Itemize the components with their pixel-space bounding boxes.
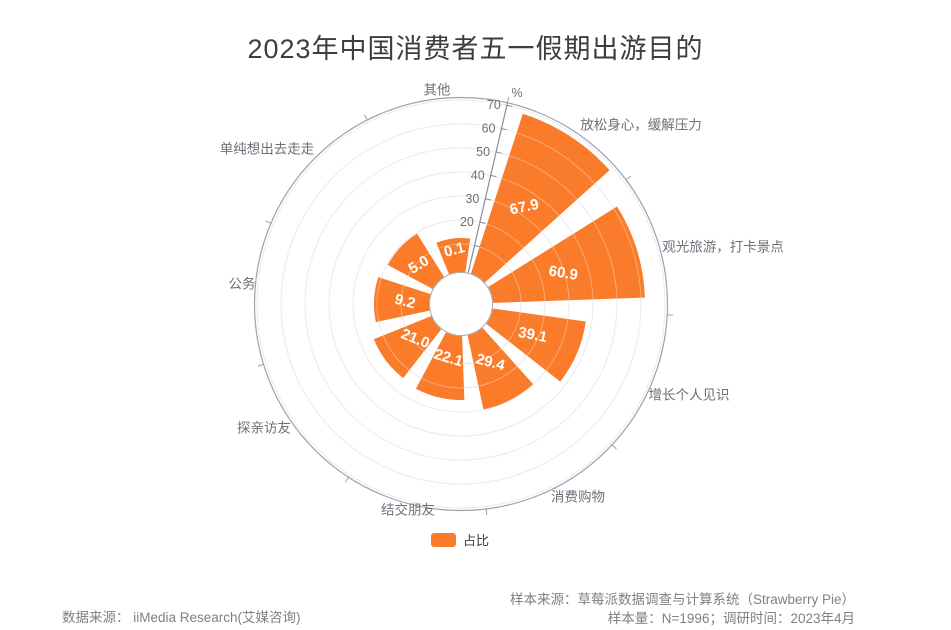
angle-axis-tick — [257, 363, 264, 367]
category-label-3: 增长个人见识 — [649, 388, 730, 403]
grid-circle — [280, 123, 642, 485]
category-label-6: 探亲访友 — [237, 421, 291, 436]
sample-source-note: 样本来源：草莓派数据调查与计算系统（Strawberry Pie） 样本量：N=… — [510, 590, 855, 628]
bar-sector-4[interactable] — [467, 327, 534, 410]
angle-axis-tick — [506, 96, 510, 103]
radius-axis-tick — [490, 174, 497, 178]
grid-circle — [256, 99, 666, 509]
bar-value-label: 0.1 — [442, 239, 467, 261]
bar-sector-7[interactable] — [373, 277, 431, 323]
legend-label: 占比 — [463, 533, 490, 548]
radius-axis-line — [467, 102, 509, 273]
chart-title: 2023年中国消费者五一假期出游目的 — [247, 34, 704, 64]
radius-tick-label: 50 — [476, 145, 490, 159]
legend-swatch-icon — [431, 532, 456, 547]
bar-sector-0[interactable] — [436, 237, 471, 275]
bar-sector-1[interactable] — [470, 113, 610, 283]
grid-circle — [328, 171, 594, 437]
grid-circle — [304, 147, 618, 461]
radius-axis-tick — [479, 221, 486, 224]
center-hole — [429, 272, 493, 336]
bar-sector-2[interactable] — [488, 206, 645, 303]
category-label-5: 结交朋友 — [381, 502, 435, 518]
radius-tick-label: 40 — [471, 168, 485, 182]
bar-sector-3[interactable] — [486, 308, 586, 382]
radius-tick-label: 20 — [460, 215, 474, 229]
bar-value-label: 67.9 — [508, 196, 540, 219]
radius-axis-tick — [485, 198, 491, 201]
angle-axis-tick — [364, 114, 368, 121]
radius-axis-tick — [474, 245, 481, 248]
grid-circle-overlay — [400, 243, 522, 365]
category-label-8: 单纯想出去走走 — [220, 142, 315, 157]
category-label-7: 公务 — [229, 277, 256, 292]
category-label-2: 观光旅游，打卡景点 — [662, 239, 784, 255]
radius-tick-label: 30 — [465, 192, 479, 206]
radius-tick-label: 60 — [482, 122, 496, 136]
radius-axis-tick — [495, 151, 502, 154]
category-label-4: 消费购物 — [551, 490, 605, 505]
category-label-1: 放松身心，缓解压力 — [580, 118, 702, 133]
angle-axis-tick — [344, 476, 349, 483]
legend-item[interactable]: 占比 — [431, 530, 489, 549]
sample-info-line: 样本量：N=1996；调研时间：2023年4月 — [607, 611, 855, 626]
sample-source-line: 样本来源：草莓派数据调查与计算系统（Strawberry Pie） — [509, 592, 855, 607]
grid-circle-overlay — [328, 171, 594, 437]
bar-sector-5[interactable] — [415, 332, 465, 400]
angle-axis-tick — [611, 444, 617, 450]
grid-circle-overlay — [280, 123, 642, 485]
angle-axis-tick — [485, 508, 488, 515]
grid-circle — [352, 195, 570, 413]
bar-sector-8[interactable] — [387, 233, 445, 289]
grid-circle-overlay — [304, 147, 618, 461]
bar-value-label: 60.9 — [547, 263, 579, 284]
radius-axis-tick — [506, 104, 513, 107]
grid-circle-overlay — [376, 219, 546, 389]
radius-axis-name: % — [511, 86, 522, 100]
radius-tick-label: 70 — [487, 98, 501, 112]
grid-circle-overlay — [352, 195, 570, 413]
category-label-0: 其他 — [424, 83, 451, 98]
bar-sector-6[interactable] — [373, 315, 442, 379]
angle-axis-circle — [253, 96, 669, 512]
angle-axis-tick — [265, 220, 272, 224]
grid-circle-overlay — [256, 99, 666, 509]
radius-axis-tick — [501, 128, 508, 131]
data-source-note: 数据来源： iiMedia Research(艾媒咨询) — [62, 610, 301, 625]
bar-value-label: 9.2 — [393, 291, 418, 313]
angle-axis-tick — [625, 175, 632, 181]
bar-value-label: 39.1 — [517, 324, 549, 346]
